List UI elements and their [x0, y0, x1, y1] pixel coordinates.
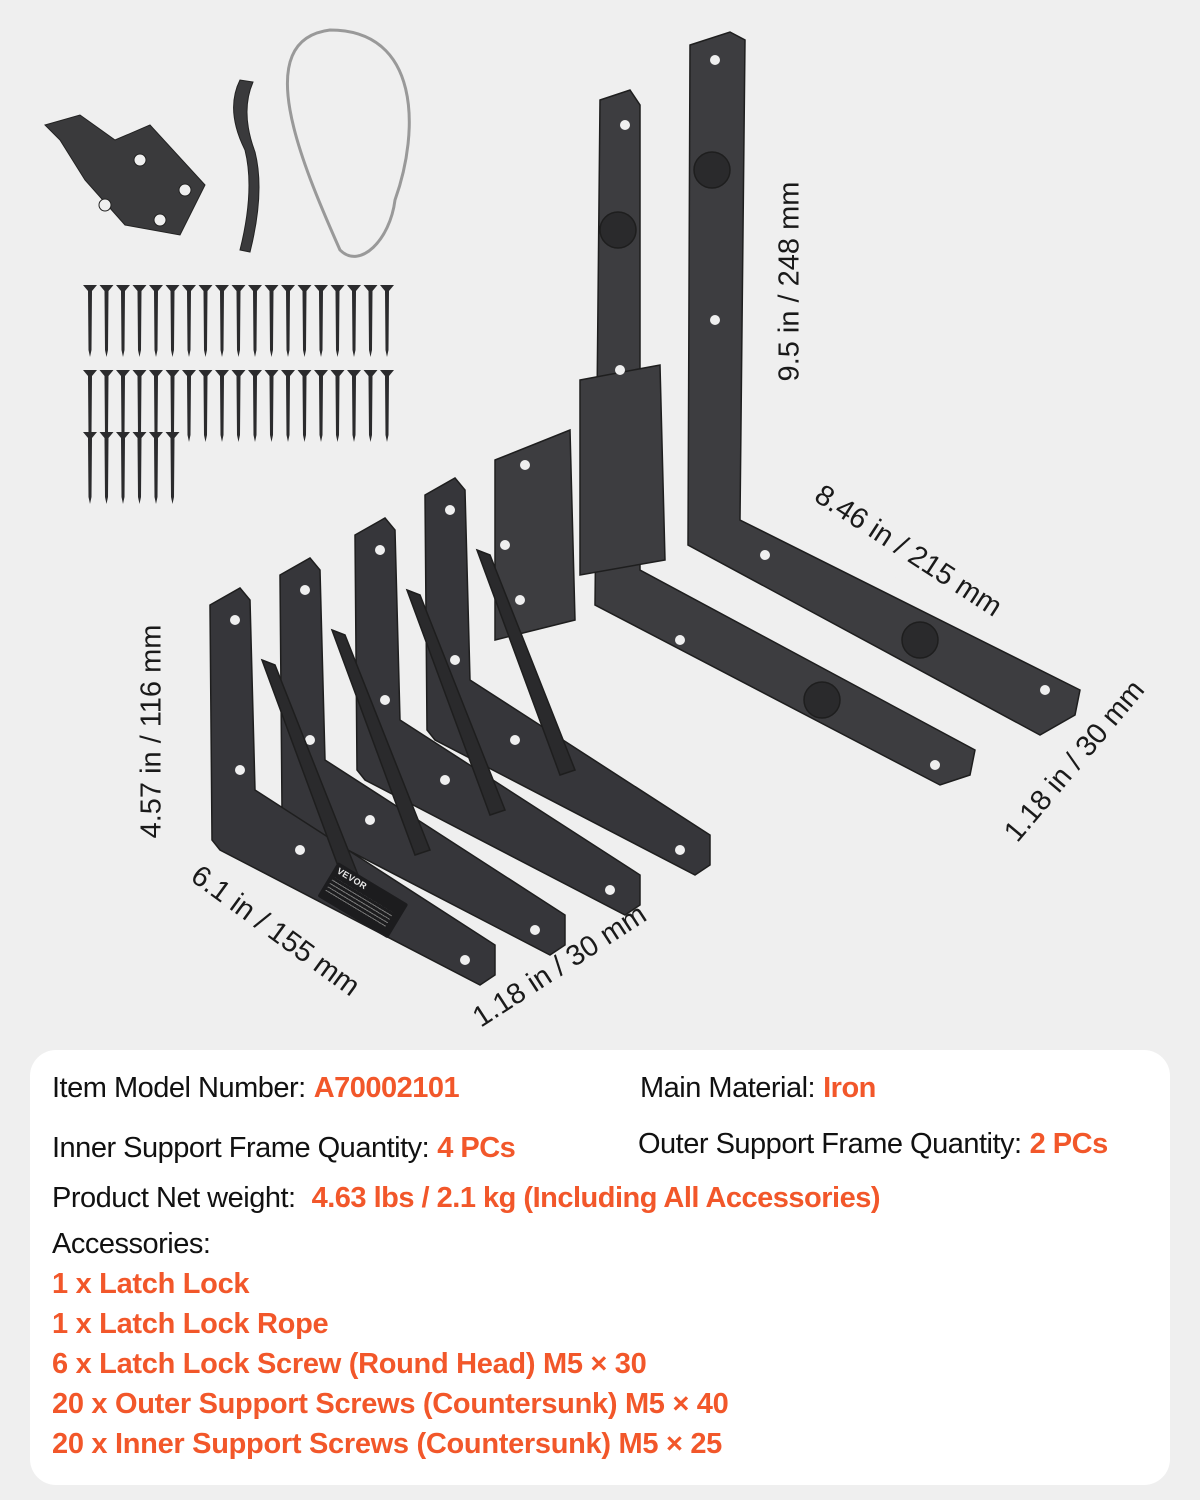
- screw-icon: [99, 370, 114, 442]
- screw-icon: [297, 285, 312, 357]
- screw-icon: [116, 370, 130, 442]
- screw-icon: [264, 370, 279, 442]
- screw-icon: [380, 285, 394, 357]
- outer-qty-label: Outer Support Frame Quantity:: [638, 1128, 1022, 1160]
- accessory-item: 20 x Inner Support Screws (Countersunk) …: [52, 1428, 722, 1460]
- spec-panel: Item Model Number: A70002101 Main Materia…: [30, 1050, 1170, 1485]
- screw-icon: [215, 370, 229, 442]
- screw-icon: [231, 285, 246, 357]
- outer-bracket: [579, 31, 1081, 736]
- material-row: Main Material: Iron: [640, 1072, 876, 1105]
- outer-bracket: [494, 89, 976, 786]
- screw-icon: [264, 285, 279, 357]
- screw-icon: [182, 285, 196, 357]
- accessories-label: Accessories:: [52, 1228, 211, 1260]
- screw-icon: [165, 285, 180, 357]
- screw-icon: [165, 432, 180, 504]
- inner-bracket: [279, 557, 566, 956]
- latch-rope-icon: [285, 28, 411, 258]
- screw-icon: [83, 432, 97, 504]
- screw-icon: [132, 370, 147, 442]
- weight-label: Product Net weight:: [52, 1182, 296, 1214]
- screw-icon: [330, 285, 345, 357]
- screw-icon: [149, 285, 163, 357]
- screw-icon: [149, 432, 163, 504]
- latch-lock-icon: [44, 114, 206, 236]
- material-label: Main Material:: [640, 1072, 816, 1104]
- screw-icon: [347, 370, 361, 442]
- inner-qty-label: Inner Support Frame Quantity:: [52, 1132, 430, 1164]
- accessory-item: 20 x Outer Support Screws (Countersunk) …: [52, 1388, 729, 1420]
- model-label: Item Model Number:: [52, 1072, 306, 1104]
- screw-icon: [380, 370, 394, 442]
- product-illustration: [44, 28, 1081, 986]
- screw-icon: [116, 285, 130, 357]
- model-row: Item Model Number: A70002101: [52, 1072, 460, 1105]
- screw-icon: [165, 370, 180, 442]
- outer-qty-row: Outer Support Frame Quantity: 2 PCs: [638, 1128, 1108, 1161]
- screws-group: [83, 285, 394, 504]
- inner-bracket: [354, 517, 641, 916]
- inner-qty-value: 4 PCs: [437, 1132, 516, 1164]
- screw-icon: [198, 285, 213, 357]
- inner-bracket: [424, 477, 711, 876]
- screw-icon: [363, 285, 378, 357]
- outer-qty-value: 2 PCs: [1029, 1128, 1109, 1160]
- screw-icon: [215, 285, 229, 357]
- screw-icon: [149, 370, 163, 442]
- screw-icon: [132, 432, 147, 504]
- screw-icon: [182, 370, 196, 442]
- screw-icon: [297, 370, 312, 442]
- weight-row: Product Net weight: 4.63 lbs / 2.1 kg (In…: [52, 1182, 881, 1215]
- accessory-item: 6 x Latch Lock Screw (Round Head) M5 × 3…: [52, 1348, 647, 1380]
- screw-icon: [281, 285, 295, 357]
- inner-qty-row: Inner Support Frame Quantity: 4 PCs: [52, 1132, 516, 1165]
- screw-icon: [231, 370, 246, 442]
- screw-icon: [116, 432, 130, 504]
- screw-icon: [248, 285, 262, 357]
- screw-icon: [83, 285, 97, 357]
- screw-icon: [248, 370, 262, 442]
- material-value: Iron: [823, 1072, 876, 1104]
- screw-icon: [314, 285, 328, 357]
- screw-icon: [99, 285, 114, 357]
- screw-icon: [281, 370, 295, 442]
- accessory-item: 1 x Latch Lock: [52, 1268, 250, 1300]
- screw-icon: [132, 285, 147, 357]
- model-value: A70002101: [313, 1072, 460, 1104]
- latch-handle-icon: [233, 79, 260, 253]
- accessory-item: 1 x Latch Lock Rope: [52, 1308, 329, 1340]
- inner-height-label: 4.57 in / 116 mm: [135, 624, 168, 839]
- screw-icon: [347, 285, 361, 357]
- screw-icon: [83, 370, 97, 442]
- screw-icon: [330, 370, 345, 442]
- screw-icon: [198, 370, 213, 442]
- screw-icon: [363, 370, 378, 442]
- outer-height-label: 9.5 in / 248 mm: [773, 181, 806, 382]
- screw-icon: [314, 370, 328, 442]
- screw-icon: [99, 432, 114, 504]
- weight-value: 4.63 lbs / 2.1 kg (Including All Accesso…: [311, 1182, 881, 1214]
